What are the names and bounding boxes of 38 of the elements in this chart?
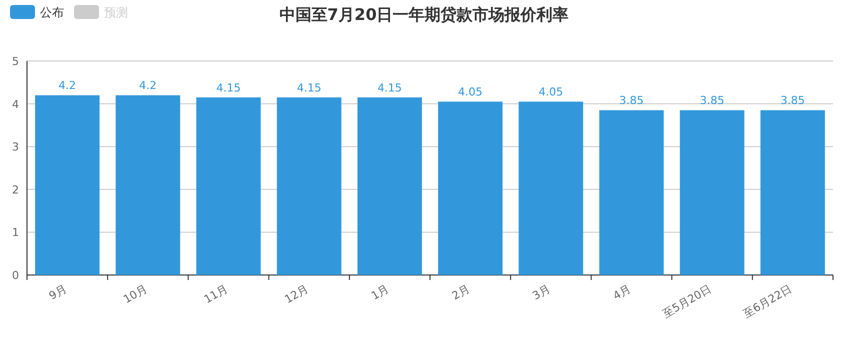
x-tick-label: 至6月22日	[740, 282, 794, 321]
y-tick-label: 0	[12, 269, 19, 282]
bar	[438, 102, 503, 275]
y-tick-label: 2	[12, 183, 19, 196]
data-label: 3.85	[700, 94, 724, 108]
x-tick-label: 10月	[121, 282, 150, 306]
x-tick-label: 2月	[450, 282, 472, 303]
bar	[357, 97, 422, 275]
bar	[518, 102, 584, 275]
data-label: 4.05	[458, 86, 483, 99]
data-label: 4.15	[377, 81, 402, 94]
x-tick-label: 12月	[282, 282, 311, 306]
x-tick-label: 9月	[46, 282, 69, 303]
legend-label: 公布	[40, 6, 64, 20]
x-tick-label: 4月	[610, 282, 633, 303]
data-label: 4.15	[296, 81, 322, 94]
data-label: 4.2	[58, 79, 76, 92]
bar	[116, 95, 180, 275]
bar	[196, 97, 261, 275]
bar	[680, 110, 744, 275]
data-label: 4.15	[216, 81, 241, 94]
bar	[35, 95, 100, 275]
x-tick-label: 1月	[369, 282, 392, 303]
data-label: 3.85	[780, 94, 805, 108]
bar	[276, 97, 342, 275]
data-label: 4.05	[538, 86, 564, 99]
y-tick-label: 4	[12, 98, 19, 111]
x-tick-label: 至5月20日	[660, 282, 714, 321]
bar	[599, 110, 664, 275]
bar	[760, 110, 825, 275]
x-tick-label: 11月	[202, 282, 230, 306]
chart-title: 中国至7月20日一年期贷款市场报价利率	[279, 5, 569, 24]
x-tick-label: 3月	[530, 282, 552, 303]
y-tick-label: 5	[12, 55, 19, 68]
y-tick-label: 1	[12, 226, 19, 240]
y-tick-label: 3	[12, 140, 19, 154]
data-label: 3.85	[619, 94, 644, 108]
data-label: 4.2	[139, 79, 157, 92]
